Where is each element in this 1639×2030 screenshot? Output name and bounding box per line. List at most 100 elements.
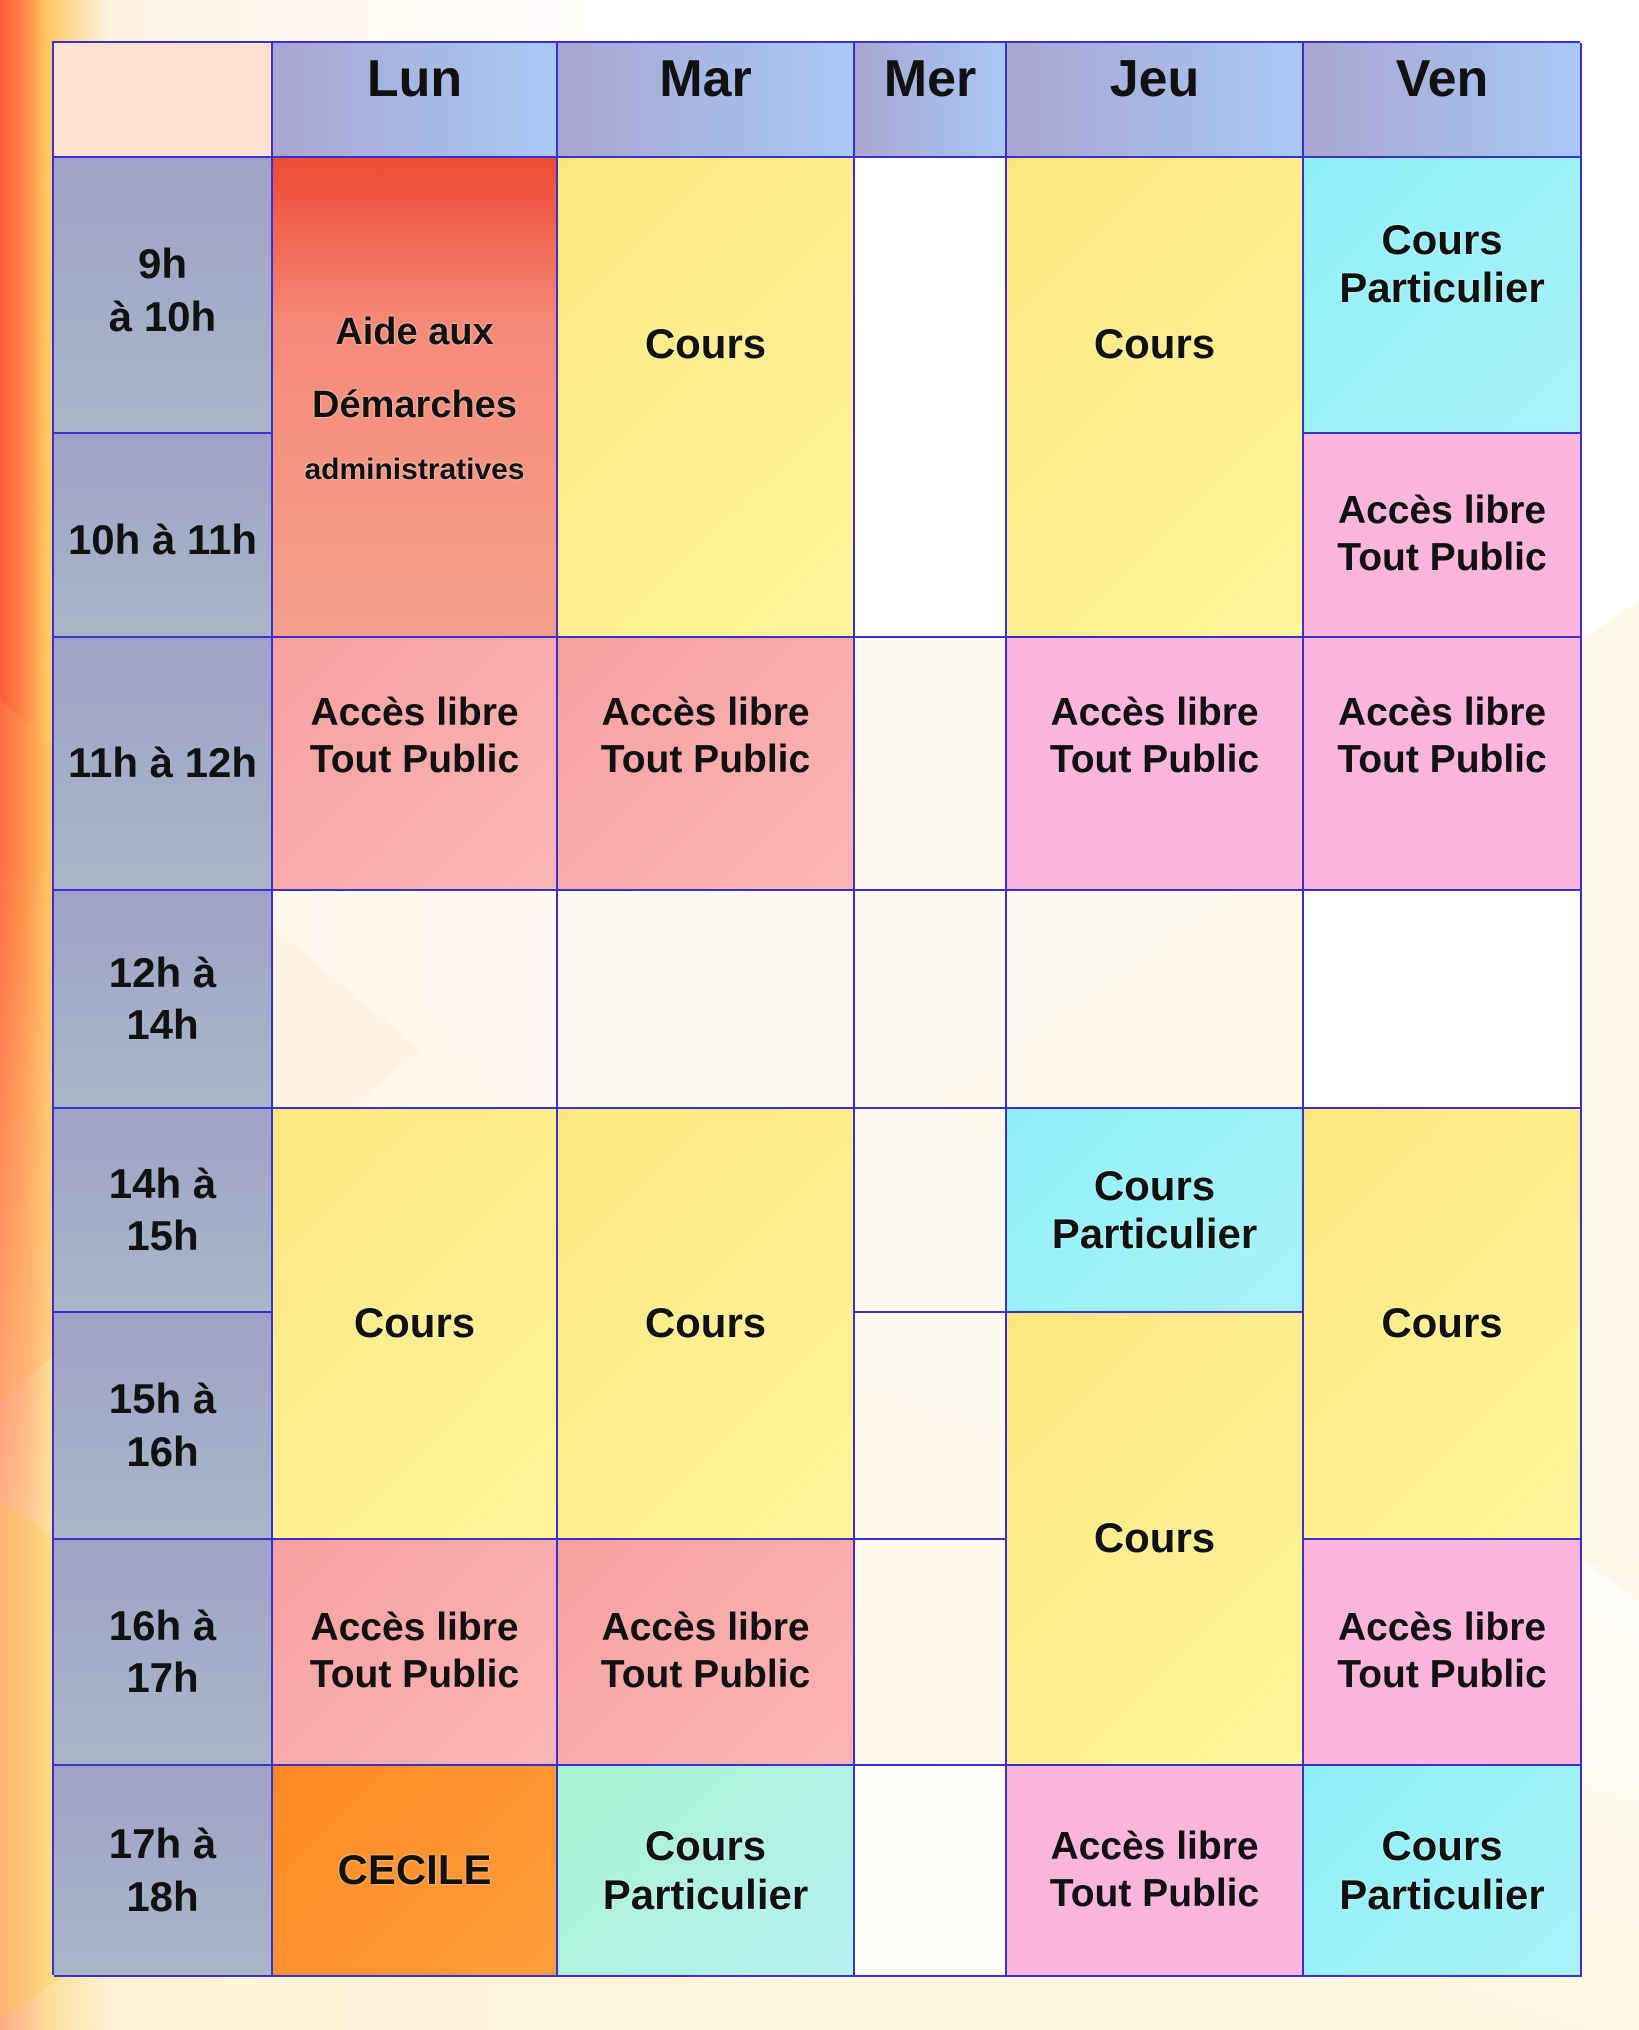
time-label: 15h à [108,1375,217,1422]
time-15-16: 15h à 16h [54,1313,273,1540]
event-label: Accès libre [310,691,519,734]
event-label: Tout Public [600,737,811,781]
header-ven: Ven [1304,43,1582,158]
empty-slot [1007,891,1304,1109]
event-label: CECILE [337,1846,492,1894]
event-label: Tout Public [309,1653,520,1696]
event-label: Tout Public [1337,737,1547,781]
event-aide-demarches: Aide aux Démarches administratives [273,158,558,638]
event-cours-particulier: Cours Particulier [1007,1109,1304,1313]
time-label: 12h à [108,948,217,996]
event-label: Cours [644,1822,767,1870]
header-lun: Lun [273,43,558,158]
event-cecile: CECILE [273,1766,558,1977]
time-label: 15h [126,1212,199,1259]
event-acces-libre: Accès libre Tout Public [558,638,855,891]
empty-slot [855,1766,1007,1977]
empty-slot [273,891,558,1109]
time-label: 16h à [108,1601,217,1649]
event-label: Tout Public [1337,536,1547,579]
event-label: Tout Public [1337,1653,1547,1696]
event-cours: Cours [273,1109,558,1540]
event-label: Cours [1381,1299,1503,1347]
event-label: Cours [1093,320,1216,367]
day-label: Ven [1395,50,1489,108]
time-label: 17h à [108,1820,217,1867]
empty-slot [855,638,1007,891]
event-label: administratives [304,452,525,486]
event-label: Aide aux [335,311,494,354]
time-label: 18h [126,1872,199,1920]
event-cours: Cours [1007,158,1304,638]
event-acces-libre: Accès libre Tout Public [558,1540,855,1766]
time-11-12: 11h à 12h [54,638,273,891]
time-label: à 10h [108,292,217,340]
empty-slot [1304,891,1582,1109]
event-label: Accès libre [1337,489,1547,533]
empty-slot [855,1109,1007,1313]
time-12-14: 12h à 14h [54,891,273,1109]
empty-slot [855,1540,1007,1766]
event-label: Accès libre [1337,691,1547,734]
event-acces-libre: Accès libre Tout Public [1007,638,1304,891]
event-cours: Cours [1007,1313,1304,1766]
event-cours: Cours [558,158,855,638]
time-17-18: 17h à 18h [54,1766,273,1977]
time-14-15: 14h à 15h [54,1109,273,1313]
empty-slot [855,891,1007,1109]
empty-slot [855,158,1007,638]
event-label: Tout Public [1049,737,1260,781]
time-10-11: 10h à 11h [54,434,273,638]
event-label: Particulier [1051,1210,1258,1257]
event-label: Cours [1093,1514,1216,1562]
time-label: 10h à 11h [67,515,258,563]
event-label: Accès libre [1050,691,1259,734]
event-label: Particulier [1339,264,1545,312]
timetable: Lun Mar Mer Jeu Ven 9h à 10h 10h à 11h 1… [52,41,1582,1977]
time-label: 14h à [108,1159,217,1207]
event-label: Particulier [1339,1870,1545,1918]
time-16-17: 16h à 17h [54,1540,273,1766]
empty-slot [855,1313,1007,1540]
day-label: Mer [883,50,977,108]
corner-cell [54,43,273,158]
time-label: 16h [126,1427,199,1475]
header-mar: Mar [558,43,855,158]
event-label: Cours [644,320,767,367]
header-jeu: Jeu [1007,43,1304,158]
event-acces-libre: Accès libre Tout Public [1304,434,1582,638]
event-acces-libre: Accès libre Tout Public [1304,638,1582,891]
time-label: 11h à 12h [67,739,258,787]
event-label: Accès libre [310,1606,519,1650]
day-label: Lun [366,50,463,108]
event-label: Accès libre [1050,1824,1259,1868]
event-acces-libre: Accès libre Tout Public [1007,1766,1304,1977]
event-acces-libre: Accès libre Tout Public [273,1540,558,1766]
event-label: Cours [1381,1822,1503,1870]
day-label: Mar [659,50,752,108]
event-label: Tout Public [309,737,520,781]
event-label: Cours [644,1299,767,1347]
event-cours: Cours [1304,1109,1582,1540]
event-label: Tout Public [1049,1871,1260,1915]
event-label: Particulier [602,1870,809,1918]
event-label: Cours [353,1299,476,1347]
event-label: Accès libre [601,691,810,734]
event-cours: Cours [558,1109,855,1540]
time-label: 9h [137,240,187,287]
event-cours-particulier: Cours Particulier [1304,1766,1582,1977]
time-label: 14h [126,1001,199,1048]
event-cours-particulier: Cours Particulier [558,1766,855,1977]
empty-slot [558,891,855,1109]
event-label: Accès libre [1337,1606,1547,1650]
time-label: 17h [126,1654,199,1701]
day-label: Jeu [1109,50,1200,108]
event-acces-libre: Accès libre Tout Public [273,638,558,891]
event-label: Accès libre [601,1606,810,1650]
event-label: Tout Public [600,1653,811,1696]
event-label: Cours [1381,216,1503,263]
event-label: Démarches [312,383,517,426]
header-mer: Mer [855,43,1007,158]
event-label: Cours [1093,1161,1216,1209]
event-acces-libre: Accès libre Tout Public [1304,1540,1582,1766]
